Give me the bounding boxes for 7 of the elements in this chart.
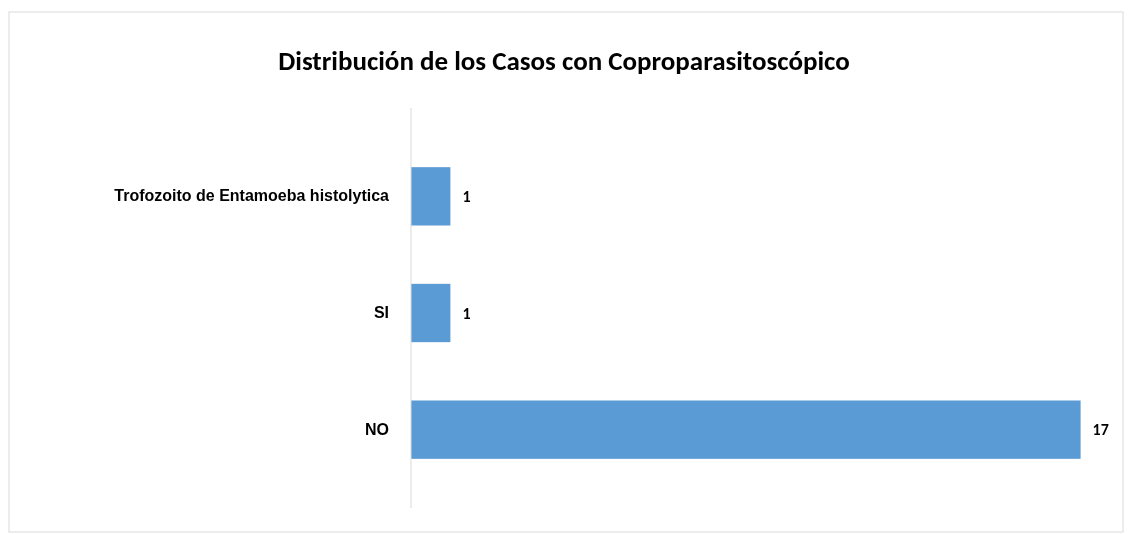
chart-title: Distribución de los Casos con Coproparasitoscópico: [278, 44, 850, 77]
y-tick-label: NO: [365, 420, 389, 438]
data-label: 1: [462, 303, 471, 323]
y-tick-label: Trofozoito de Entamoeba histolytica: [114, 187, 390, 205]
data-label: 17: [1092, 420, 1109, 440]
data-label: 1: [462, 186, 471, 206]
y-tick-label: SI: [373, 304, 389, 322]
